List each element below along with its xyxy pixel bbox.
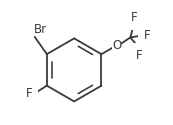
Text: F: F [131,11,137,24]
Text: F: F [26,87,32,100]
Text: Br: Br [34,23,47,36]
Text: F: F [144,29,151,42]
Text: F: F [136,48,142,62]
Text: O: O [112,39,121,52]
